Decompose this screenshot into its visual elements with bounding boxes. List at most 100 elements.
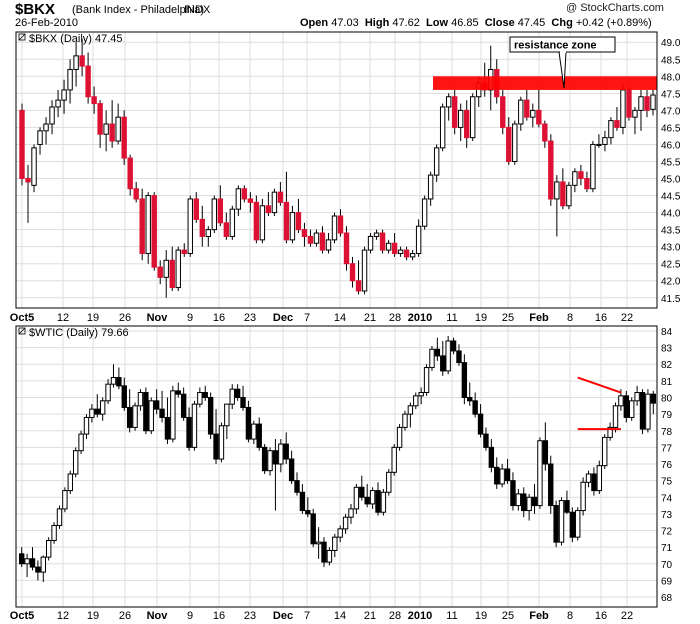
- candle-body: [638, 96, 644, 111]
- x-tick-label: 25: [502, 610, 514, 622]
- y-tick-label: 41.5: [661, 294, 681, 305]
- x-tick-label: 7: [304, 610, 310, 622]
- open-value: 47.03: [331, 17, 359, 29]
- candle-body: [193, 198, 199, 220]
- callout-joint: [560, 51, 566, 53]
- candle-body: [590, 143, 596, 190]
- low-value: 46.85: [451, 17, 479, 29]
- candle-body: [440, 355, 446, 372]
- candle-body: [433, 147, 440, 176]
- candle-body: [294, 480, 300, 493]
- candle-body: [402, 413, 408, 428]
- candle-body: [530, 109, 536, 118]
- y-tick-label: 45.5: [661, 157, 681, 168]
- candle-body: [451, 96, 458, 128]
- candle-body: [499, 468, 505, 485]
- y-tick-label: 80: [661, 393, 673, 404]
- candle-body: [644, 96, 650, 111]
- candle-body: [584, 178, 590, 190]
- candle-body: [245, 406, 252, 440]
- x-tick-label: 2010: [408, 312, 432, 324]
- y-tick-label: 49.0: [661, 38, 681, 49]
- candle-body: [99, 400, 106, 415]
- y-tick-label: 71: [661, 543, 673, 554]
- candle-body: [461, 362, 468, 398]
- candle-body: [240, 396, 246, 408]
- y-tick-label: 75: [661, 477, 673, 488]
- candle-body: [434, 348, 441, 357]
- x-tick-label: Oct5: [10, 312, 34, 324]
- candle-body: [537, 440, 543, 507]
- candle-body: [207, 396, 214, 435]
- candle-body: [180, 393, 187, 418]
- candle-body: [49, 106, 55, 125]
- candle-body: [205, 229, 211, 237]
- candle-body: [218, 425, 225, 460]
- resistance-zone: [433, 76, 657, 90]
- candle-body: [186, 416, 192, 448]
- high-label: High: [364, 17, 390, 29]
- y-tick-label: 82: [661, 360, 673, 371]
- candle-body: [337, 215, 344, 234]
- candle-body: [524, 99, 530, 118]
- candle-body: [415, 225, 422, 254]
- y-tick-label: 48.5: [661, 55, 681, 66]
- candle-body: [159, 408, 165, 418]
- x-tick-label: 22: [621, 312, 633, 324]
- candle-body: [385, 242, 392, 251]
- candle-body: [153, 400, 160, 410]
- candle-body: [151, 195, 157, 268]
- panel-menu-icon: [18, 33, 26, 41]
- ohlc-readout: Open 47.03 High 47.62 Low 46.85 Close 47…: [300, 17, 652, 29]
- exchange-label: INDX: [184, 4, 211, 16]
- panel-frame: [15, 31, 658, 309]
- candle-body: [37, 130, 43, 145]
- y-tick-label: 73: [661, 510, 673, 521]
- x-tick-label: 19: [475, 312, 487, 324]
- candle-body: [121, 116, 127, 159]
- y-tick-label: 69: [661, 576, 673, 587]
- candle-body: [397, 249, 404, 254]
- candle-body: [223, 222, 230, 237]
- y-tick-label: 47.5: [661, 89, 681, 100]
- panel-2: 6869707172737475767778798081828384$WTIC …: [10, 325, 673, 622]
- x-tick-label: 16: [213, 610, 225, 622]
- y-tick-label: 77: [661, 443, 673, 454]
- x-tick-label: Dec: [273, 610, 293, 622]
- candle-body: [614, 120, 620, 128]
- candle-body: [355, 280, 362, 292]
- candle-body: [548, 463, 554, 507]
- x-tick-label: 8: [567, 610, 573, 622]
- candle-body: [256, 423, 262, 448]
- candle-body: [607, 426, 613, 438]
- candle-body: [35, 566, 41, 573]
- candle-body: [409, 252, 416, 258]
- trendline: [577, 376, 622, 394]
- candle-body: [494, 466, 500, 485]
- candle-body: [427, 174, 434, 200]
- y-tick-label: 43.0: [661, 243, 681, 254]
- candle-body: [224, 403, 230, 427]
- candle-body: [591, 473, 597, 492]
- candle-body: [553, 505, 559, 543]
- x-tick-label: Feb: [529, 312, 549, 324]
- x-tick-label: 26: [119, 312, 131, 324]
- candle-body: [645, 393, 651, 430]
- candle-body: [488, 446, 495, 468]
- candle-body: [445, 340, 451, 372]
- x-tick-label: 9: [187, 610, 193, 622]
- x-tick-label: 12: [57, 610, 69, 622]
- candle-body: [116, 377, 122, 387]
- candle-body: [332, 536, 338, 551]
- candle-body: [569, 511, 576, 538]
- candle-body: [289, 212, 296, 241]
- candle-body: [566, 184, 572, 207]
- candle-body: [170, 390, 176, 440]
- candle-body: [560, 181, 566, 207]
- panel-menu-icon-slash: [18, 327, 26, 335]
- candle-body: [253, 201, 260, 241]
- candle-body: [115, 116, 121, 142]
- candle-body: [110, 377, 117, 385]
- candle-body: [126, 406, 133, 428]
- panel-menu-icon: [18, 327, 26, 335]
